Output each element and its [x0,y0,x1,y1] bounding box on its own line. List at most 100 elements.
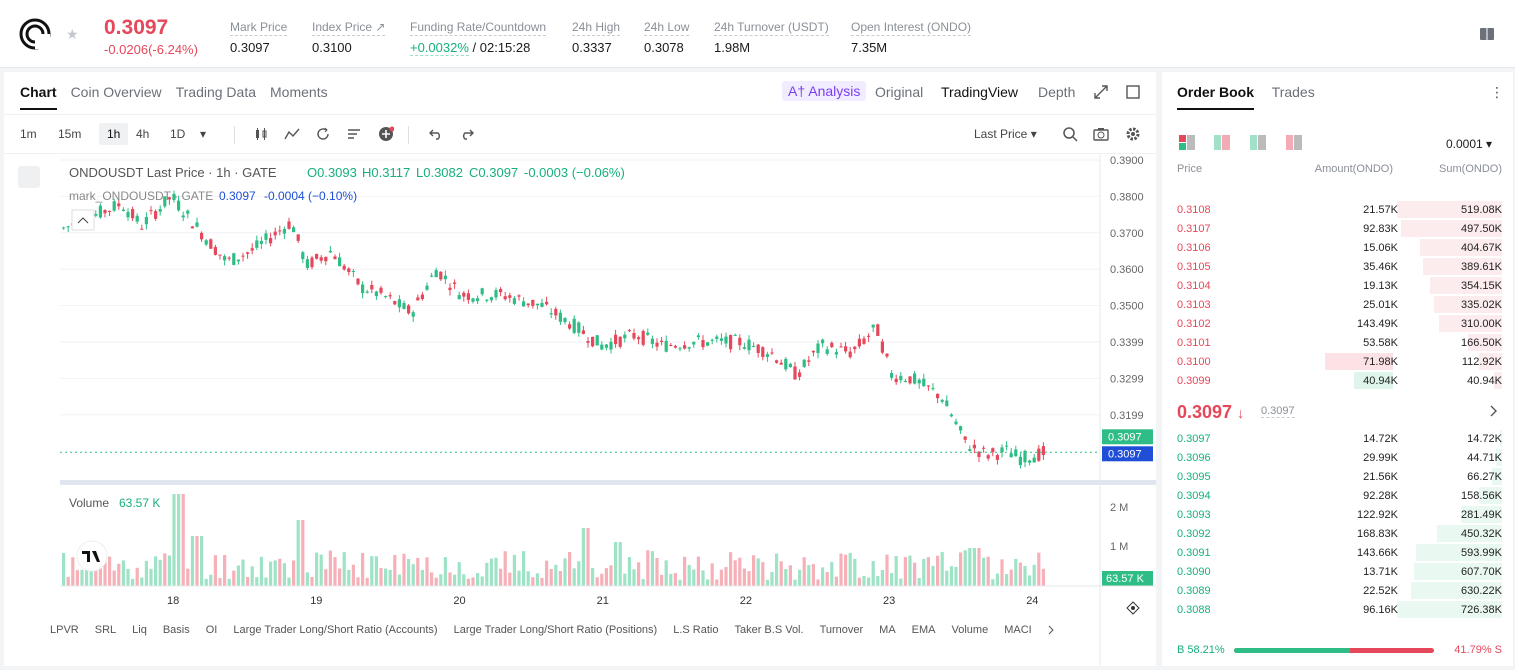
view-analysis-button[interactable]: A† Analysis [782,81,867,101]
precision-select[interactable]: 0.0001 ▾ [1446,137,1493,151]
bid-row[interactable]: 0.3093 122.92K 281.49K [1177,505,1502,524]
bid-row[interactable]: 0.3097 14.72K 14.72K [1177,429,1502,448]
collapse-legend-button[interactable] [71,209,95,231]
indicator-9[interactable]: Turnover [819,624,864,636]
gear-icon[interactable] [1125,126,1141,142]
indicator-7[interactable]: L.S Ratio [673,624,719,636]
price-chart[interactable]: 0.3900 0.3800 0.3700 0.3600 0.3500 0.3399 0.32… [60,154,1156,666]
more-icon[interactable]: ⋮ [1490,84,1504,100]
indicator-6[interactable]: Large Trader Long/Short Ratio (Positions… [453,624,658,636]
book-icon[interactable] [1480,28,1494,40]
tab-trading-data[interactable]: Trading Data [175,84,257,100]
indicator-0[interactable]: LPVR [50,624,79,636]
interval-1m[interactable]: 1m [20,127,37,141]
favorite-star-icon[interactable]: ★ [66,26,79,42]
reset-scale-icon[interactable] [1126,601,1140,615]
indicator-5[interactable]: Large Trader Long/Short Ratio (Accounts) [233,624,438,636]
magnet-icon[interactable] [18,558,40,580]
bid-row[interactable]: 0.3088 96.16K 726.38K [1177,600,1502,619]
volume-bar [650,551,654,586]
search-icon[interactable] [1062,126,1078,142]
ask-row[interactable]: 0.3100 71.98K 112.92K [1177,352,1502,371]
add-indicator-icon[interactable] [378,126,394,142]
tab-moments[interactable]: Moments [270,84,328,100]
indicator-13[interactable]: MACI [1004,624,1032,636]
indicator-11[interactable]: EMA [911,624,936,636]
legend-text: C0.3097 [469,165,518,180]
view-original-button[interactable]: Original [875,84,924,100]
indicator-3[interactable]: Basis [162,624,190,636]
chevron-right-icon[interactable] [1046,625,1056,635]
pane-separator[interactable] [60,480,1156,485]
chevron-up-icon[interactable] [77,217,89,224]
chevron-right-icon[interactable] [1488,405,1498,417]
volume-bar [811,564,815,586]
volume-bar [692,569,696,586]
text-icon[interactable] [18,388,40,410]
bid-row[interactable]: 0.3096 29.99K 44.71K [1177,448,1502,467]
candle [434,270,438,278]
emoji-icon[interactable] [18,426,40,448]
bid-row[interactable]: 0.3095 21.56K 66.27K [1177,467,1502,486]
window-icon[interactable] [1126,85,1140,99]
camera-icon[interactable] [1093,126,1109,142]
indicator-8[interactable]: Taker B.S Vol. [734,624,804,636]
interval-4h[interactable]: 4h [136,127,150,141]
fullscreen-icon[interactable] [1094,85,1108,99]
interval-1D[interactable]: 1D [170,127,186,141]
lock-icon[interactable] [18,598,40,620]
fib-icon[interactable] [18,312,40,334]
trend-line-icon[interactable] [18,202,40,224]
bid-row[interactable]: 0.3094 92.28K 158.56K [1177,486,1502,505]
indicator-12[interactable]: Volume [951,624,989,636]
redo-icon[interactable] [459,126,475,142]
horizontal-lines-icon[interactable] [18,238,40,260]
tradingview-logo-icon[interactable] [76,540,108,572]
volume-bar [259,556,263,586]
pattern-icon[interactable] [18,276,40,298]
ask-row[interactable]: 0.3102 143.49K 310.00K [1177,314,1502,333]
ask-row[interactable]: 0.3103 25.01K 335.02K [1177,295,1502,314]
interval-15m[interactable]: 15m [58,127,82,141]
ask-row[interactable]: 0.3099 40.94K 40.94K [1177,371,1502,390]
volume-bar [549,569,553,586]
ask-row[interactable]: 0.3104 19.13K 354.15K [1177,276,1502,295]
bid-row[interactable]: 0.3090 13.71K 607.70K [1177,562,1502,581]
view-depth-button[interactable]: Depth [1038,84,1076,100]
volume-tag-text: 63.57 K [1106,573,1145,585]
indicator-4[interactable]: OI [205,624,218,636]
view-tradingview-button[interactable]: TradingView [941,84,1019,100]
brush-icon[interactable] [18,350,40,372]
tab-chart[interactable]: Chart [20,84,57,110]
refresh-icon[interactable] [315,126,331,142]
tab-trades[interactable]: Trades [1271,84,1315,100]
price-type-select[interactable]: Last Price ▾ [974,127,1037,141]
candle [756,344,760,353]
ask-row[interactable]: 0.3101 53.58K 166.50K [1177,333,1502,352]
indicator-2[interactable]: Liq [132,624,147,636]
layout-toggle-icon[interactable] [1179,135,1311,151]
bid-row[interactable]: 0.3089 22.52K 630.22K [1177,581,1502,600]
zoom-in-icon[interactable] [18,510,40,532]
settings-list-icon[interactable] [346,126,362,142]
ask-row[interactable]: 0.3106 15.06K 404.67K [1177,238,1502,257]
tab-coin-overview[interactable]: Coin Overview [70,84,162,100]
volume-bar [241,559,245,586]
bid-row[interactable]: 0.3092 168.83K 450.32K [1177,524,1502,543]
undo-icon[interactable] [428,126,444,142]
ask-row[interactable]: 0.3107 92.83K 497.50K [1177,219,1502,238]
ask-row[interactable]: 0.3105 35.46K 389.61K [1177,257,1502,276]
ask-row[interactable]: 0.3108 21.57K 519.08K [1177,200,1502,219]
candles-icon[interactable] [253,126,269,142]
bid-row[interactable]: 0.3091 143.66K 593.99K [1177,543,1502,562]
candle [660,340,664,343]
interval-1h[interactable]: 1h [99,123,129,145]
ruler-icon[interactable] [18,472,40,494]
indicator-10[interactable]: MA [879,624,896,636]
tab-order-book[interactable]: Order Book [1177,84,1255,110]
indicator-1[interactable]: SRL [94,624,117,636]
interval-dropdown-icon[interactable]: ▾ [200,127,207,141]
crosshair-icon[interactable] [18,166,40,188]
indicators-icon[interactable] [284,126,300,142]
gate-logo-icon[interactable] [19,18,51,50]
